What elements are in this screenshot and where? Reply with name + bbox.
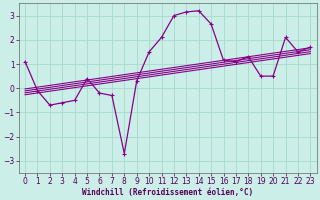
X-axis label: Windchill (Refroidissement éolien,°C): Windchill (Refroidissement éolien,°C) bbox=[82, 188, 253, 197]
